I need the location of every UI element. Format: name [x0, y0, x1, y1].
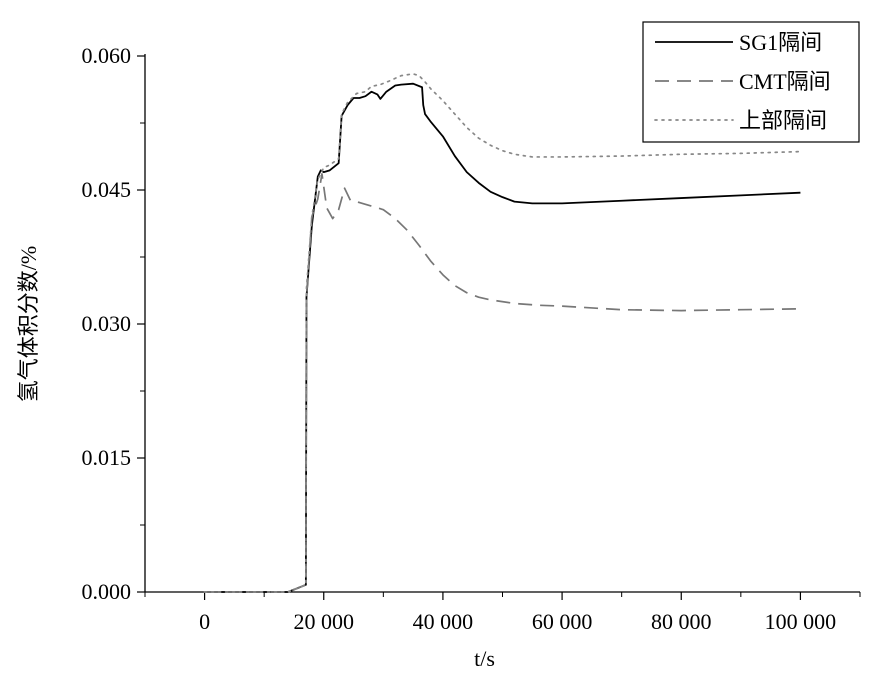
y-tick-label: 0.000	[82, 579, 132, 604]
y-tick-label: 0.045	[82, 177, 132, 202]
x-tick-label: 40 000	[413, 609, 474, 634]
x-tick-label: 80 000	[651, 609, 712, 634]
x-tick-label: 60 000	[532, 609, 593, 634]
legend-entry: 上部隔间	[739, 108, 827, 133]
series-line-1	[205, 84, 801, 592]
series-line-2	[205, 174, 801, 592]
series-group	[205, 74, 801, 592]
x-tick-label: 0	[199, 609, 210, 634]
legend-entry: CMT隔间	[739, 69, 831, 94]
y-tick-label: 0.060	[82, 43, 132, 68]
y-tick-label: 0.015	[82, 445, 132, 470]
x-tick-label: 100 000	[765, 609, 837, 634]
x-axis-title: t/s	[474, 646, 495, 671]
y-axis-title: 氢气体积分数/%	[16, 246, 41, 402]
series-line-3	[205, 74, 801, 592]
x-tick-label: 20 000	[294, 609, 355, 634]
legend-entry: SG1隔间	[739, 30, 822, 55]
y-tick-label: 0.030	[82, 311, 132, 336]
